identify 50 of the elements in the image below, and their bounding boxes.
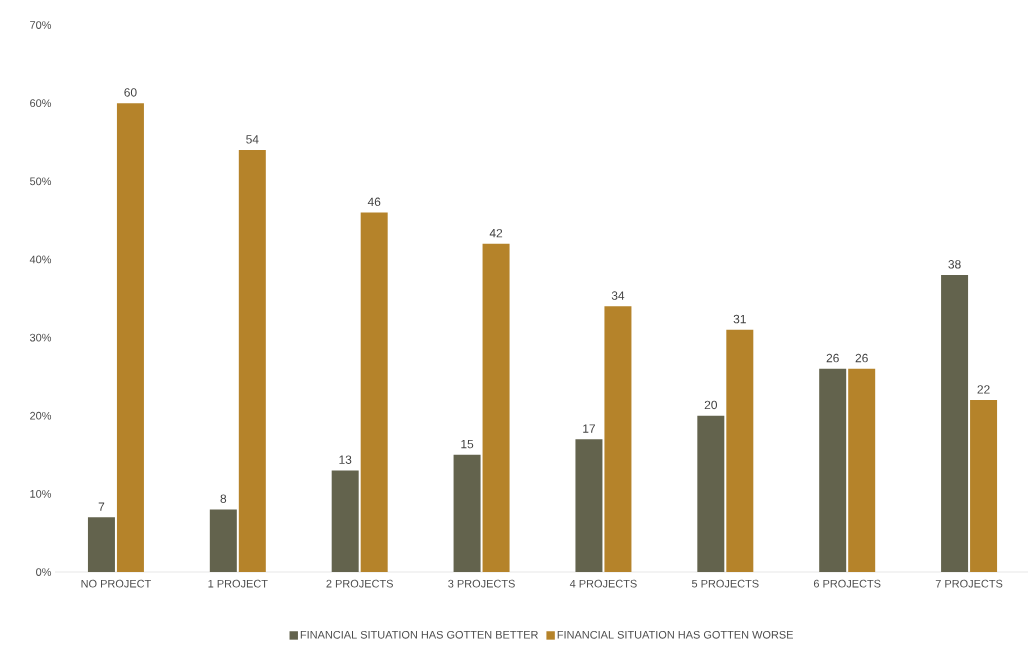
bar: [697, 415, 725, 572]
x-tick-label: 7 PROJECTS: [935, 579, 1003, 588]
data-label: 13: [339, 455, 352, 464]
bar: [360, 212, 388, 572]
bar: [970, 400, 998, 572]
data-label: 42: [489, 228, 503, 238]
data-label: 46: [367, 197, 381, 207]
x-tick-label: NO PROJECT: [81, 579, 151, 588]
x-tick-label: 4 PROJECTS: [569, 579, 637, 588]
data-label: 31: [733, 314, 746, 324]
legend-label: FINANCIAL SITUATION HAS GOTTEN BETTER: [300, 630, 538, 639]
data-label: 34: [611, 291, 625, 300]
legend-label: FINANCIAL SITUATION HAS GOTTEN WORSE: [557, 630, 793, 639]
x-tick-label: 5 PROJECTS: [691, 579, 759, 588]
data-label: 15: [461, 439, 474, 449]
y-tick-label: 20%: [30, 411, 52, 420]
bar: [819, 368, 847, 572]
data-label: 26: [826, 353, 839, 363]
x-tick-label: 6 PROJECTS: [813, 579, 881, 588]
y-tick-label: 30%: [29, 333, 52, 342]
x-tick-label: 1 PROJECT: [208, 579, 268, 588]
y-tick-label: 40%: [29, 255, 52, 264]
data-label: 26: [855, 353, 868, 363]
y-tick-label: 0%: [36, 568, 52, 576]
y-tick-label: 50%: [29, 177, 52, 186]
data-label: 38: [948, 260, 961, 269]
y-tick-label: 60%: [30, 99, 52, 108]
data-label: 60: [124, 88, 137, 97]
data-label: 22: [977, 385, 990, 394]
bar: [604, 306, 632, 572]
bar: [482, 243, 510, 572]
bar: [238, 150, 266, 572]
bar: [941, 275, 969, 572]
data-label: 7: [98, 502, 105, 511]
x-tick-label: 3 PROJECTS: [448, 579, 515, 588]
bar: [331, 470, 359, 572]
bar: [209, 509, 237, 572]
bar: [575, 439, 603, 572]
bar: [453, 454, 481, 572]
data-label: 17: [583, 424, 595, 433]
bar: [726, 329, 754, 572]
data-label: 54: [246, 135, 259, 144]
data-label: 20: [704, 400, 718, 410]
y-tick-label: 10%: [30, 489, 52, 498]
bar: [116, 103, 144, 572]
y-tick-label: 70%: [30, 21, 52, 29]
data-label: 8: [220, 494, 227, 503]
x-tick-label: 2 PROJECTS: [326, 579, 393, 588]
bar: [87, 517, 115, 572]
bar: [848, 368, 876, 572]
